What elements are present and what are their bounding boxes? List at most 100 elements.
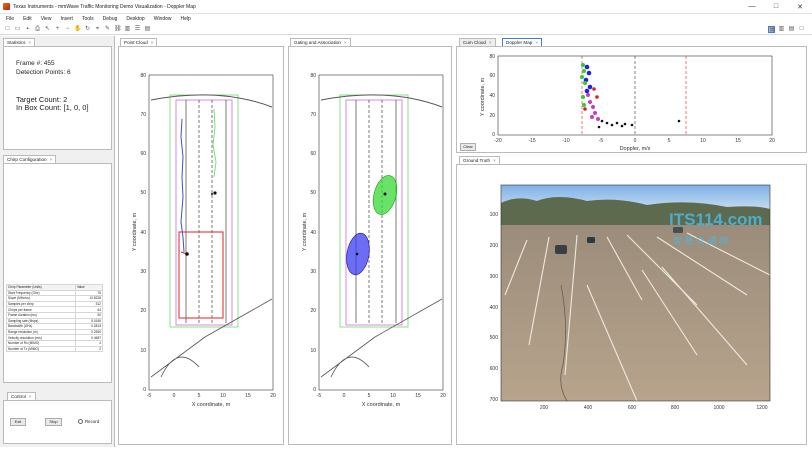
x-tick-label: 15 [735, 138, 741, 144]
x-tick-labels: -5 0 5 10 15 20 [317, 393, 446, 399]
close-tab-icon[interactable]: × [493, 158, 496, 163]
car-near [555, 245, 567, 254]
link-icon[interactable]: ⛓ [114, 25, 122, 32]
y-tick-label: 70 [140, 112, 146, 118]
save-icon[interactable]: ▪ [26, 25, 29, 32]
table-row[interactable]: Slope (MHz/us) 10.8228 [6, 295, 104, 302]
doppler-cluster-magenta [586, 93, 600, 121]
clear-button[interactable]: Clear [460, 143, 476, 151]
rotate-icon[interactable]: ↻ [84, 25, 91, 32]
tab-control[interactable]: Control × [7, 392, 36, 400]
close-tab-icon[interactable]: × [535, 40, 538, 45]
left-right-layout-icon[interactable]: ▥ [778, 25, 785, 32]
table-row[interactable]: Velocity resolution (m/s) 0.4687 [6, 334, 104, 341]
x-tick-label: 10 [220, 393, 226, 399]
target-count: Target Count: 2 [16, 95, 68, 104]
zoom-in-icon[interactable]: + [55, 25, 60, 32]
table-row[interactable]: Start Frequency (Ghz) 76 [6, 289, 104, 297]
tab-gating-association[interactable]: Gating and Association × [290, 38, 351, 46]
param-value: 5.0166 [74, 317, 104, 325]
tab-ground-truth[interactable]: Ground Truth × [459, 156, 500, 164]
close-tab-icon[interactable]: × [344, 40, 347, 45]
minimize-button[interactable]: — [748, 2, 756, 10]
menu-help[interactable]: Help [180, 16, 191, 22]
menu-debug[interactable]: Debug [102, 16, 118, 22]
pointer-icon[interactable]: ↖ [44, 25, 51, 32]
colorbar-icon[interactable]: ▥ [124, 25, 131, 32]
tab-point-cloud-label: Point Cloud [124, 40, 148, 45]
exit-button[interactable]: Exit [10, 418, 26, 426]
print-icon[interactable]: ⎙ [35, 25, 40, 32]
window-title: Texas Instruments - mmWave Traffic Monit… [13, 3, 196, 10]
legend-icon[interactable]: ☰ [134, 25, 141, 32]
y-tick-label: 40 [310, 230, 316, 236]
maximize-button[interactable]: □ [773, 2, 779, 10]
x-tick-label: 10 [390, 393, 396, 399]
close-tab-icon[interactable]: × [150, 40, 154, 45]
table-row[interactable]: Bandwidth (GHz) 0.2813 [6, 323, 104, 330]
pan-icon[interactable]: ✋ [74, 25, 82, 32]
zoom-out-icon[interactable]: − [65, 25, 70, 32]
tab-doppler-map-label: Doppler Map [506, 40, 533, 45]
new-figure-icon[interactable]: □ [5, 25, 10, 32]
tab-chirp-label: Chirp Configuration [7, 157, 47, 162]
x-tick-label: -20 [494, 138, 501, 144]
gating-plot[interactable]: 0 10 20 30 40 50 60 70 80 -5 0 5 10 15 2… [289, 47, 453, 446]
x-tick-label: -5 [147, 393, 152, 399]
brush-icon[interactable]: ✎ [104, 25, 111, 32]
y-tick-label: 600 [490, 366, 499, 372]
close-tab-icon[interactable]: × [49, 157, 53, 162]
tab-chirp-configuration[interactable]: Chirp Configuration × [3, 155, 57, 163]
y-tick-label: 0 [492, 132, 495, 138]
point-cloud-plot[interactable]: 0 10 20 30 40 50 60 70 80 -5 0 5 10 15 2… [119, 47, 285, 446]
y-tick-label: 50 [310, 190, 316, 196]
menu-window[interactable]: Window [153, 16, 172, 22]
tab-point-cloud[interactable]: Point Cloud × [120, 38, 158, 46]
param-value: 0.2813 [74, 323, 104, 330]
table-row[interactable]: Number of Tx (MIMO) 2 [6, 345, 104, 353]
x-tick-label: -15 [528, 138, 535, 144]
param-value: 4 [74, 339, 104, 347]
open-file-icon[interactable]: ▭ [14, 25, 21, 32]
x-tick-label: 1200 [756, 405, 767, 411]
single-layout-icon[interactable]: □ [799, 25, 804, 32]
tab-cum-cloud[interactable]: Cum Cloud × [459, 38, 496, 46]
tab-doppler-map[interactable]: Doppler Map × [502, 38, 542, 46]
tab-statistics[interactable]: Statistics × [3, 38, 36, 46]
tab-control-label: Control [11, 394, 26, 399]
close-tab-icon[interactable]: × [488, 40, 492, 45]
x-tick-label: 10 [700, 138, 706, 144]
menu-desktop[interactable]: Desktop [126, 16, 145, 22]
y-tick-label: 40 [489, 93, 495, 99]
stop-button[interactable]: Stop [45, 418, 62, 426]
table-row[interactable]: Sampling rate (Msps) 5.0166 [6, 317, 104, 325]
menu-tools[interactable]: Tools [81, 16, 94, 22]
data-cursor-icon[interactable]: ⌖ [95, 25, 100, 32]
record-radio[interactable]: Record [78, 419, 99, 424]
gating-panel: 0 10 20 30 40 50 60 70 80 -5 0 5 10 15 2… [288, 46, 452, 445]
target-center [383, 192, 387, 196]
y-tick-label: 10 [310, 348, 316, 354]
table-row[interactable]: Chirps per frame 64 [6, 306, 104, 313]
close-tab-icon[interactable]: × [28, 40, 32, 45]
doppler-map-plot[interactable]: 0 20 40 60 80 -20 -15 -10 -5 0 5 10 15 2… [457, 47, 808, 154]
param-value: 50 [74, 312, 104, 319]
dock-icon[interactable]: ▤ [144, 25, 151, 32]
close-tab-icon[interactable]: × [28, 394, 32, 399]
menu-insert[interactable]: Insert [60, 16, 73, 22]
tile-layout-icon[interactable]: ▦ [768, 25, 775, 33]
ground-truth-image-axes[interactable]: 100 200 300 400 500 600 700 200 400 600 … [457, 165, 808, 446]
field-of-view-arc [150, 94, 273, 108]
menu-edit[interactable]: Edit [23, 16, 32, 22]
tree-line [501, 197, 770, 225]
car-parked [673, 227, 683, 233]
menu-view[interactable]: View [40, 16, 52, 22]
x-tick-labels: -5 0 5 10 15 20 [147, 393, 276, 399]
table-row[interactable]: Samples per chirp 512 [6, 300, 104, 308]
table-row[interactable]: Number of Rx (MIMO) 4 [6, 339, 104, 347]
top-bottom-layout-icon[interactable]: ▤ [788, 25, 795, 32]
table-row[interactable]: Range resolution (m) 0.2690 [6, 328, 104, 336]
close-button[interactable]: ✕ [797, 3, 803, 11]
menu-file[interactable]: File [6, 16, 15, 22]
table-row[interactable]: Frame duration (ms) 50 [6, 312, 104, 319]
